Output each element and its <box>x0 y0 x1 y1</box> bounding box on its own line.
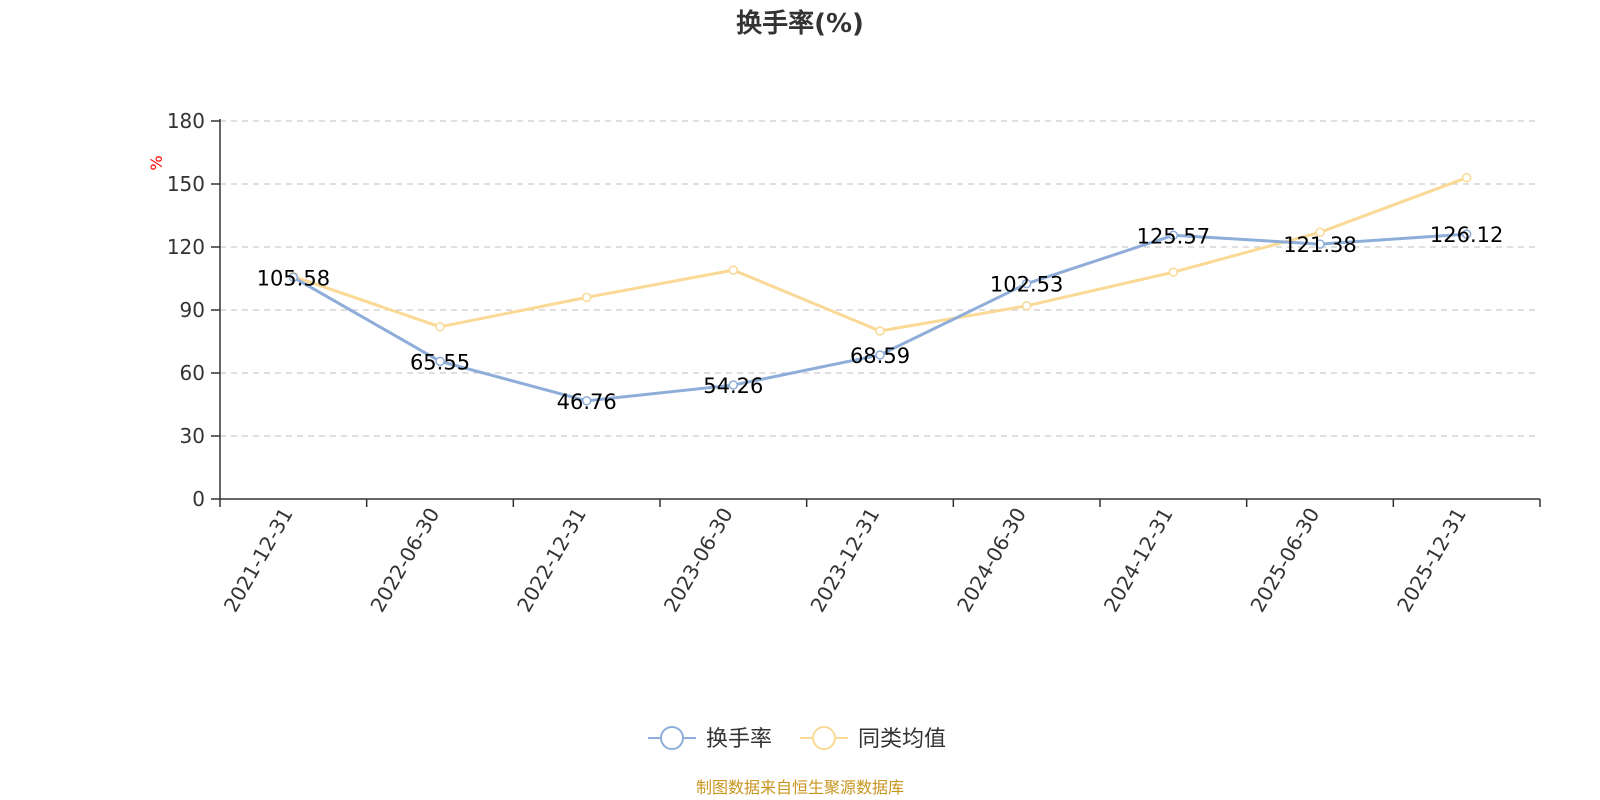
x-tick-label-2022-06-30: 2022-06-30 <box>365 504 444 617</box>
legend-item-peer-average[interactable]: 同类均值 <box>800 726 946 752</box>
y-tick-label-60: 60 <box>180 361 205 385</box>
data-labels: 105.58 65.55 46.76 54.26 68.59 102.53 125.57 12… <box>257 223 1504 414</box>
series-1-point-2025-12-31[interactable] <box>1461 172 1472 183</box>
series-1-point-2025-06-30[interactable] <box>1315 227 1325 238</box>
data-source-note: 制图数据来自恒生聚源数据库 <box>696 778 904 797</box>
y-axis-unit: % <box>147 155 166 170</box>
series-0-point-2022-12-31[interactable] <box>581 396 592 406</box>
x-tick-label-2024-12-31: 2024-12-31 <box>1099 504 1178 617</box>
legend-label-turnover: 换手率 <box>706 727 772 752</box>
y-tick-label-30: 30 <box>180 424 205 448</box>
series-1-point-2023-12-31[interactable] <box>875 326 885 336</box>
data-label-2022-06-30: 65.55 <box>410 350 470 374</box>
series-0-point-2025-06-30[interactable] <box>1315 239 1325 249</box>
legend: 换手率 同类均值 <box>648 726 946 752</box>
series-lines <box>288 172 1472 406</box>
series-0-point-2022-06-30[interactable] <box>435 356 445 367</box>
x-tick-label-2025-12-31: 2025-12-31 <box>1392 504 1471 617</box>
data-label-2022-12-31: 46.76 <box>557 390 617 414</box>
legend-marker-peer-average <box>812 726 836 750</box>
series-line-0 <box>292 232 1467 403</box>
x-tick-label-2023-12-31: 2023-12-31 <box>805 504 884 617</box>
axes <box>211 119 1541 507</box>
x-tick-labels: 2021-12-31 2022-06-30 2022-12-31 2023-06-30… <box>219 504 1471 617</box>
legend-marker-turnover <box>660 726 684 750</box>
data-label-2025-06-30: 121.38 <box>1283 233 1356 257</box>
series-0-point-2023-12-31[interactable] <box>875 350 885 360</box>
series-0-point-2024-12-31[interactable] <box>1168 230 1179 241</box>
series-1-point-2022-12-31[interactable] <box>581 292 592 303</box>
x-tick-label-2024-06-30: 2024-06-30 <box>952 504 1031 617</box>
data-label-2021-12-31: 105.58 <box>257 266 330 290</box>
y-tick-label-180: 180 <box>167 109 205 133</box>
data-label-2024-06-30: 102.53 <box>990 273 1063 297</box>
x-tick-label-2025-06-30: 2025-06-30 <box>1245 504 1324 617</box>
data-label-2023-06-30: 54.26 <box>703 374 763 398</box>
series-1-point-2022-06-30[interactable] <box>435 322 445 332</box>
grid-lines <box>220 120 1540 437</box>
x-tick-label-2023-06-30: 2023-06-30 <box>659 504 738 617</box>
legend-label-peer-average: 同类均值 <box>858 727 946 752</box>
data-label-2025-12-31: 126.12 <box>1430 223 1503 247</box>
data-label-2023-12-31: 68.59 <box>850 344 910 368</box>
series-0-point-2021-12-31[interactable] <box>288 272 299 283</box>
series-0-point-2024-06-30[interactable] <box>1021 278 1032 289</box>
y-tick-label-120: 120 <box>167 235 205 259</box>
series-1-point-2024-06-30[interactable] <box>1021 301 1032 311</box>
y-tick-label-0: 0 <box>192 487 205 511</box>
series-1-point-2023-06-30[interactable] <box>728 265 739 275</box>
chart-title: 换手率(%) <box>736 8 864 39</box>
x-tick-label-2022-12-31: 2022-12-31 <box>512 504 591 617</box>
y-tick-label-90: 90 <box>180 298 205 322</box>
series-0-point-2025-12-31[interactable] <box>1461 229 1472 239</box>
legend-item-turnover[interactable]: 换手率 <box>648 726 772 752</box>
x-tick-label-2021-12-31: 2021-12-31 <box>219 504 298 617</box>
series-1-point-2024-12-31[interactable] <box>1168 267 1179 277</box>
series-0-point-2023-06-30[interactable] <box>728 380 739 390</box>
y-tick-label-150: 150 <box>167 172 205 196</box>
y-tick-labels: 0 30 60 90 120 150 180 <box>167 109 205 511</box>
data-label-2024-12-31: 125.57 <box>1137 224 1210 248</box>
